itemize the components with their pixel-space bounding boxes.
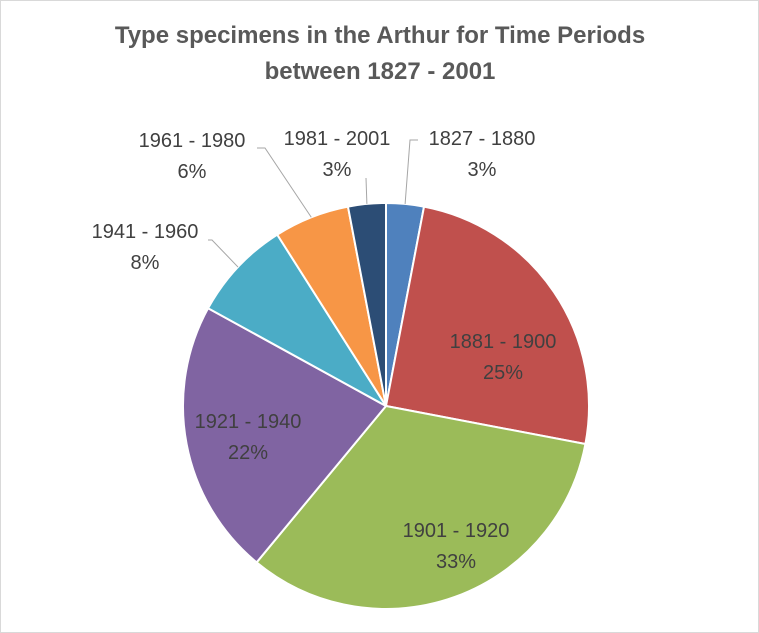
slice-label-category: 1901 - 1920	[403, 520, 510, 542]
slice-label: 1981 - 2001 3%	[284, 128, 391, 181]
slice-label-category: 1881 - 1900	[450, 331, 557, 353]
pie-slice	[182, 306, 388, 564]
slice-label: 1961 - 1980 6%	[139, 130, 246, 183]
pie-slice	[206, 233, 387, 407]
chart-title: Type specimens in the Arthur for Time Pe…	[114, 22, 646, 85]
slice-label-value: 8%	[131, 252, 160, 274]
pie-slice	[384, 205, 590, 446]
pie-slice	[255, 404, 587, 610]
slice-label: 1881 - 1900 25%	[450, 331, 557, 384]
slice-label: 1901 - 1920 33%	[403, 520, 510, 573]
slice-label-value: 6%	[178, 161, 207, 183]
pie-slice	[346, 201, 387, 407]
slice-label-category: 1827 - 1880	[429, 128, 536, 150]
slice-label-category: 1981 - 2001	[284, 128, 391, 150]
slice-label-category: 1921 - 1940	[195, 411, 302, 433]
slice-label: 1827 - 1880 3%	[429, 128, 536, 181]
slice-label: 1921 - 1940 22%	[195, 411, 302, 464]
slice-label-value: 3%	[468, 159, 497, 181]
leader-line	[365, 177, 368, 204]
slice-label-value: 3%	[323, 159, 352, 181]
slice-label-category: 1941 - 1960	[92, 221, 199, 243]
slice-label-value: 25%	[483, 362, 523, 384]
slice-label-value: 22%	[228, 442, 268, 464]
slice-label-category: 1961 - 1980	[139, 130, 246, 152]
leader-line	[404, 139, 418, 204]
leader-line	[208, 239, 239, 268]
slice-label-value: 33%	[436, 551, 476, 573]
slice-label: 1941 - 1960 8%	[92, 221, 199, 274]
leader-line	[257, 147, 312, 218]
